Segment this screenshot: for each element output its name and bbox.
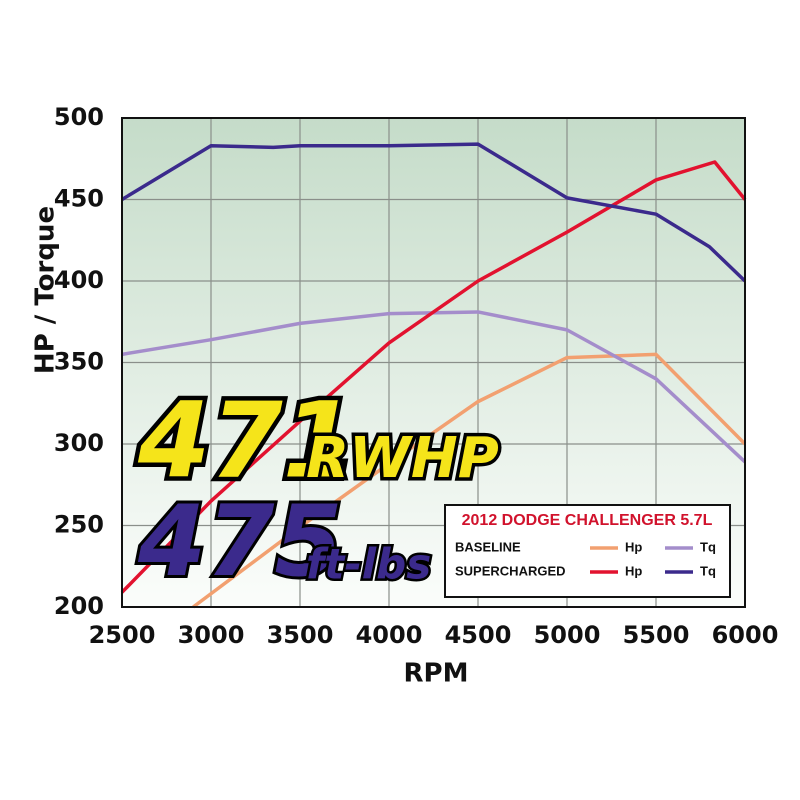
x-tick-label: 3000 <box>178 621 245 649</box>
legend-box <box>444 504 731 598</box>
legend-group-label: BASELINE <box>455 539 521 554</box>
legend-title: 2012 DODGE CHALLENGER 5.7L <box>462 512 713 529</box>
legend-rows: BASELINE Hp Tq SUPERCHARGED Hp Tq <box>455 539 716 578</box>
x-tick-label: 2500 <box>89 621 156 649</box>
x-axis-title: RPM <box>404 659 469 689</box>
x-tick-label: 5500 <box>623 621 690 649</box>
y-tick-label: 200 <box>54 592 104 620</box>
x-tick-label: 6000 <box>712 621 779 649</box>
legend-label: Tq <box>700 539 716 554</box>
y-tick-label: 400 <box>54 266 104 294</box>
y-tick-label: 350 <box>54 348 104 376</box>
data-line <box>121 142 747 283</box>
annotation: RWHP <box>306 426 499 491</box>
x-tick-label: 5000 <box>534 621 601 649</box>
legend-label: Hp <box>625 563 642 578</box>
x-tick-label: 4500 <box>445 621 512 649</box>
y-tick-label: 450 <box>54 185 104 213</box>
legend: 2012 DODGE CHALLENGER 5.7L BASELINE Hp Tq S… <box>444 504 731 598</box>
legend-group-label: SUPERCHARGED <box>455 563 566 578</box>
lines <box>120 142 747 609</box>
data-line <box>120 160 747 594</box>
legend-label: Hp <box>625 539 642 554</box>
annotation: ft-lbs <box>306 540 431 589</box>
y-tick-label: 500 <box>54 103 104 131</box>
annotation: 471 <box>137 379 355 501</box>
data-line <box>192 352 747 609</box>
x-tick-label: 3500 <box>267 621 334 649</box>
legend-label: Tq <box>700 563 716 578</box>
plot-frame <box>121 117 746 608</box>
y-axis-title: HP / Torque <box>31 206 61 374</box>
annotation: 475 <box>137 485 343 599</box>
y-tick-label: 250 <box>54 511 104 539</box>
y-tick-label: 300 <box>54 429 104 457</box>
x-tick-label: 4000 <box>356 621 423 649</box>
